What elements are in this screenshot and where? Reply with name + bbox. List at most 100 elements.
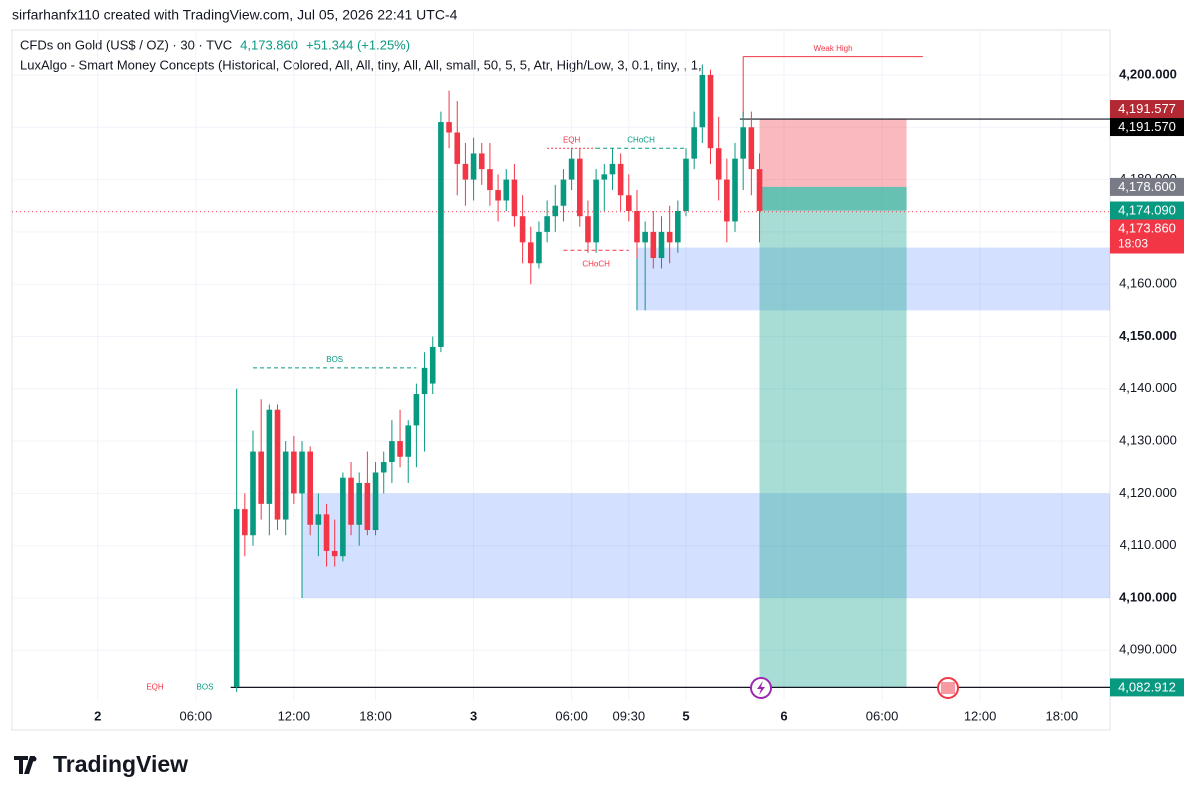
price-label: 4,178.600 — [1118, 179, 1176, 194]
candle-body — [348, 477, 354, 525]
candle-body — [274, 409, 281, 520]
candle-body — [699, 74, 706, 128]
candle-body — [544, 216, 550, 232]
price-label-countdown: 18:03 — [1118, 237, 1148, 251]
candle-body — [331, 550, 338, 557]
x-tick-label: 18:00 — [359, 708, 392, 723]
logo-text: TradingView — [53, 751, 188, 777]
candle-body — [462, 163, 469, 180]
x-tick-label: 12:00 — [964, 708, 997, 723]
candle-body — [740, 127, 746, 159]
candle-body — [675, 210, 681, 243]
flag-stripes — [941, 682, 955, 694]
last-price: 4,173.860 — [240, 37, 298, 52]
candle-body — [495, 190, 501, 201]
candle-body — [405, 425, 412, 457]
x-tick-label: 3 — [470, 708, 477, 723]
price-label-box — [1110, 201, 1184, 220]
candle-body — [617, 163, 624, 196]
price-label: 4,174.090 — [1118, 202, 1176, 217]
candle-body — [576, 158, 583, 217]
candle-body — [715, 148, 722, 180]
candle-body — [454, 132, 461, 164]
candle-body — [642, 231, 648, 243]
candle-body — [438, 122, 444, 347]
price-label-box — [1110, 177, 1184, 196]
candle-body — [683, 158, 689, 211]
zones — [301, 119, 1110, 688]
y-tick-label: 4,200.000 — [1119, 66, 1177, 81]
structure-label: CHoCH — [582, 259, 610, 268]
icons — [750, 677, 959, 699]
candle-body — [560, 179, 567, 206]
candle-body — [282, 451, 289, 520]
logo: TradingView — [14, 751, 188, 777]
stop-zone — [759, 119, 907, 187]
candle-body — [601, 174, 608, 180]
candle-body — [724, 179, 730, 222]
structure-label: EQH — [563, 135, 581, 144]
candle-body — [356, 482, 363, 525]
candle-body — [413, 394, 420, 426]
candle-body — [421, 367, 428, 395]
candle-body — [732, 158, 738, 222]
target-zone — [759, 186, 907, 688]
credit: sirfarhanfx110 created with TradingView.… — [12, 7, 458, 23]
plot-frame — [11, 29, 1111, 731]
x-tick-label: 09:30 — [613, 708, 646, 723]
x-tick-label: 5 — [682, 708, 689, 723]
order-block — [636, 247, 1110, 311]
candle-body — [397, 441, 403, 457]
candle-body — [609, 163, 616, 175]
candle-body — [593, 179, 599, 243]
candle-body — [658, 231, 665, 259]
candle-body — [666, 231, 673, 243]
structure-label: BOS — [197, 682, 214, 691]
candle-body — [503, 179, 510, 201]
candle-body — [233, 509, 240, 687]
price-label-box — [1110, 118, 1184, 137]
indicator-name: LuxAlgo - Smart Money Concepts (Historic… — [20, 57, 702, 72]
y-tick-label: 4,160.000 — [1119, 276, 1177, 291]
candle-body — [748, 127, 755, 170]
candle-body — [691, 127, 697, 159]
y-tick-label: 4,090.000 — [1119, 642, 1177, 657]
x-tick-label: 18:00 — [1046, 708, 1079, 723]
price-change: +51.344 (+1.25%) — [306, 37, 410, 52]
candle-body — [307, 451, 313, 525]
candle-body — [650, 231, 657, 259]
candle-body — [291, 451, 297, 494]
axes: 4,090.000 4,100.000 4,110.000 4,120.000 4,13… — [94, 66, 1177, 723]
structure-label: Weak High — [814, 44, 853, 53]
y-tick-label: 4,120.000 — [1119, 485, 1177, 500]
candle-body — [258, 451, 264, 504]
candles — [233, 64, 763, 693]
candle-body — [626, 195, 632, 211]
candle-body — [519, 216, 526, 243]
price-label: 4,191.577 — [1118, 101, 1176, 116]
y-tick-label: 4,110.000 — [1120, 537, 1177, 552]
x-tick-label: 12:00 — [278, 708, 311, 723]
y-tick-label: 4,130.000 — [1119, 433, 1177, 448]
candle-body — [527, 242, 534, 264]
candle-body — [372, 472, 379, 531]
symbol: CFDs on Gold (US$ / OZ) · 30 · TVC — [20, 37, 232, 52]
candle-body — [707, 74, 714, 149]
structure-label: CHoCH — [627, 135, 655, 144]
candle-body — [299, 451, 305, 494]
candle-body — [340, 477, 346, 557]
candle-body — [536, 231, 542, 264]
candle-body — [315, 514, 322, 525]
order-block — [302, 493, 1110, 599]
price-label-box — [1110, 219, 1184, 254]
logo-dot — [31, 756, 37, 762]
candle-body — [552, 205, 559, 217]
candle-body — [634, 210, 640, 243]
candle-body — [585, 216, 591, 243]
x-tick-label: 06:00 — [866, 708, 899, 723]
structure-label: BOS — [326, 355, 343, 364]
candle-body — [756, 169, 763, 211]
y-tick-label: 4,140.000 — [1119, 380, 1177, 395]
candle-body — [242, 509, 248, 536]
